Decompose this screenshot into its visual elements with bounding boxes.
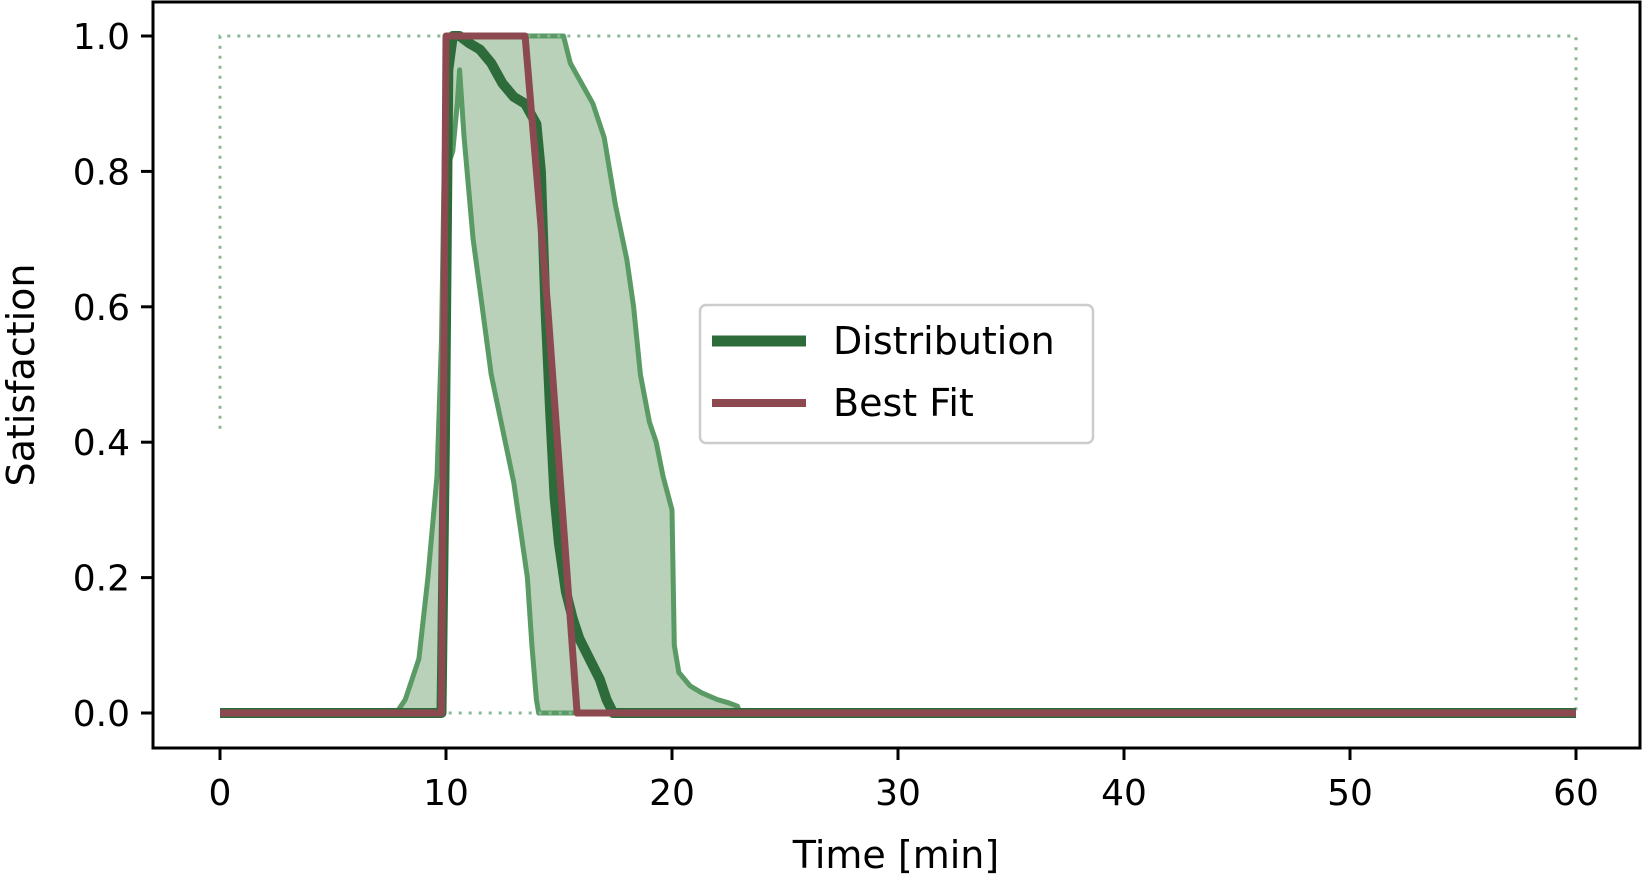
x-tick-label: 20 (649, 773, 695, 814)
x-axis-label: Time [min] (792, 833, 999, 874)
y-tick-label: 0.0 (73, 694, 130, 735)
y-tick-label: 1.0 (73, 17, 130, 58)
y-axis: 0.0 0.2 0.4 0.6 0.8 1.0 (73, 17, 153, 735)
legend: Distribution Best Fit (698, 303, 1095, 445)
y-axis-label: Satisfaction (0, 263, 43, 486)
x-tick-label: 40 (1101, 773, 1147, 814)
bounds-dotted-line (218, 34, 1578, 715)
y-tick-label: 0.2 (73, 559, 130, 600)
legend-label-best-fit: Best Fit (833, 381, 974, 425)
best-fit-line (220, 32, 1576, 717)
x-tick-label: 0 (209, 773, 232, 814)
x-tick-label: 60 (1553, 773, 1599, 814)
x-axis: 0 10 20 30 40 50 60 (209, 748, 1599, 814)
series-layer (220, 31, 1576, 718)
bounds-layer (218, 34, 1578, 715)
legend-label-distribution: Distribution (833, 319, 1055, 363)
y-tick-label: 0.8 (73, 152, 130, 193)
y-tick-label: 0.4 (73, 423, 130, 464)
y-tick-label: 0.6 (73, 288, 130, 329)
x-tick-label: 10 (423, 773, 469, 814)
x-tick-label: 50 (1327, 773, 1373, 814)
distribution-band-upper-edge (220, 33, 743, 716)
x-tick-label: 30 (875, 773, 921, 814)
